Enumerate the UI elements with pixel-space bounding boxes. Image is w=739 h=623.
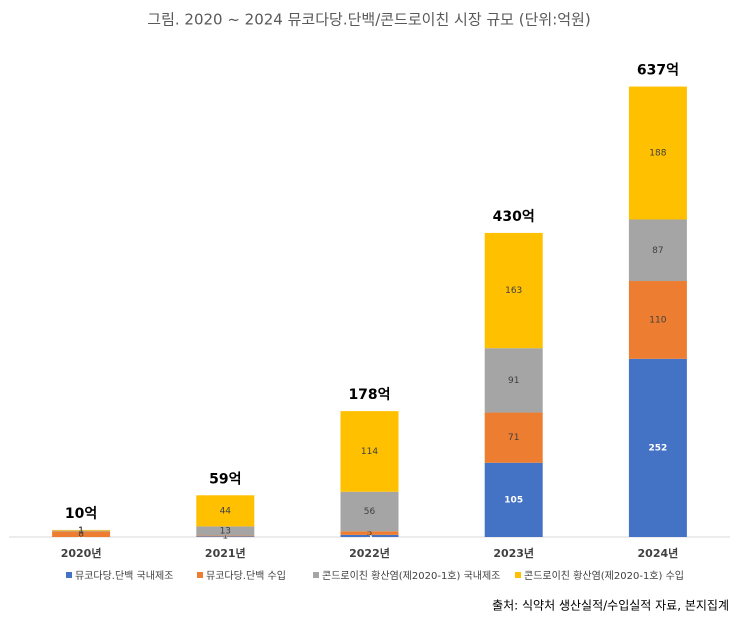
bar-segment [196, 535, 255, 537]
data-label: 71 [508, 433, 519, 443]
bar-segment [628, 281, 687, 359]
bar-segment [628, 358, 687, 537]
x-tick-label: 2020년 [61, 546, 102, 560]
legend-label: 콘드로이친 황산염(제2020-1호) 국내제조 [322, 570, 500, 582]
bar-segment [628, 86, 687, 220]
data-label: 114 [361, 447, 378, 457]
data-label: 91 [508, 376, 519, 386]
data-label: 0 [78, 533, 84, 543]
legend-label: 뮤코다당.단백 국내제조 [75, 570, 173, 582]
x-tick-label: 2024년 [638, 546, 679, 560]
bar-segment [196, 526, 255, 536]
data-label: 163 [505, 286, 522, 296]
total-label: 178억 [348, 387, 390, 403]
legend-label: 뮤코다당.단백 수입 [206, 569, 286, 582]
data-label: 3 [366, 531, 372, 541]
data-label: 56 [364, 507, 376, 517]
total-label: 10억 [65, 506, 97, 522]
data-label: 8 [78, 530, 84, 540]
data-label: 1 [78, 526, 84, 536]
source: 출처: 식약처 생산실적/수입실적 자료, 본지집계 [492, 598, 729, 613]
bar-segment [484, 232, 543, 349]
bar-segment [340, 491, 399, 532]
data-label: 110 [649, 315, 666, 325]
bar-segment [340, 531, 399, 535]
bar-segment [196, 495, 255, 527]
bar-segment [484, 462, 543, 537]
data-label: 188 [649, 149, 666, 159]
total-label: 430억 [493, 209, 535, 225]
x-tick-label: 2023년 [493, 546, 534, 560]
x-tick-label: 2021년 [205, 546, 246, 560]
data-label: 1 [222, 531, 228, 541]
bar-segment [52, 529, 111, 531]
bar-segment [484, 412, 543, 463]
data-label: 1 [78, 526, 84, 536]
bar-segment [52, 530, 111, 532]
bar-segment [484, 348, 543, 413]
bar-segment [52, 531, 111, 537]
total-label: 59억 [209, 471, 241, 487]
data-label: 13 [220, 526, 231, 536]
legend-swatch [515, 572, 521, 578]
legend-swatch [66, 572, 72, 578]
data-label: 105 [504, 495, 523, 505]
data-label: 44 [220, 506, 232, 516]
data-label: 5 [367, 529, 373, 539]
data-label: 252 [649, 443, 668, 453]
legend-swatch [313, 572, 319, 578]
total-label: 637억 [637, 63, 679, 79]
bar-segment [196, 536, 255, 537]
data-label: 87 [652, 246, 663, 256]
legend-swatch [197, 572, 203, 578]
legend-label: 콘드로이친 황산염(제2020-1호) 수입 [524, 569, 684, 582]
x-tick-label: 2022년 [349, 546, 390, 560]
bar-segment [340, 534, 399, 537]
data-label: 1 [222, 532, 228, 542]
bar-segment [628, 219, 687, 282]
chart-title: 그림. 2020 ~ 2024 뮤코다당.단백/콘드로이친 시장 규모 (단위:… [147, 11, 590, 29]
bar-segment [340, 411, 399, 492]
